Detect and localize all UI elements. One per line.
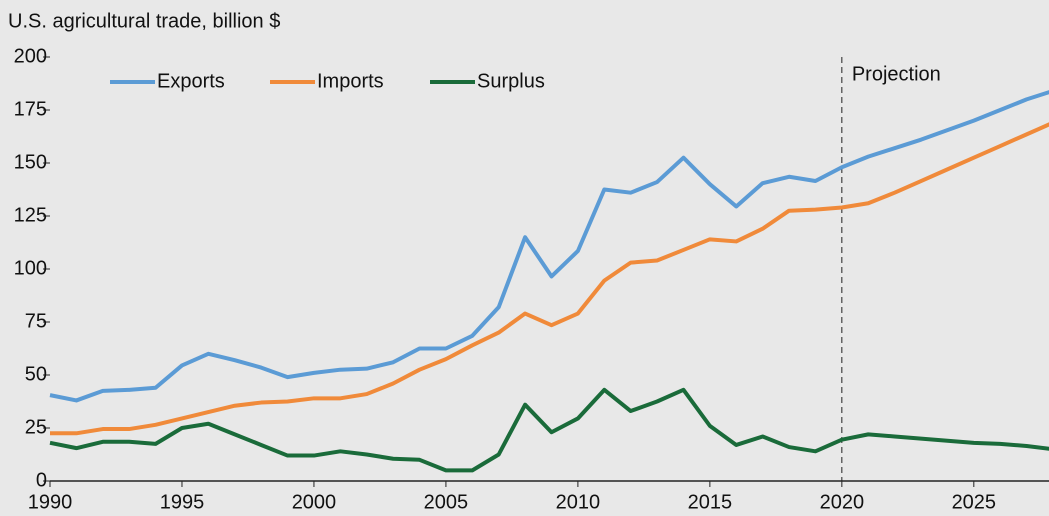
x-tick-label: 2025	[952, 491, 997, 513]
y-tick-label: 150	[14, 151, 47, 173]
y-tick-label: 50	[25, 363, 47, 385]
x-tick-label: 2020	[820, 491, 865, 513]
y-tick-label: 100	[14, 257, 47, 279]
legend-label: Imports	[317, 70, 384, 92]
series-line	[49, 90, 1049, 403]
x-tick-label: 2005	[424, 491, 469, 513]
x-tick-label: 2015	[688, 491, 733, 513]
x-tick-label: 2010	[556, 491, 601, 513]
y-tick-label: 125	[14, 204, 47, 226]
series-line	[49, 387, 1049, 473]
annotation: Projection	[852, 63, 941, 85]
y-axis-title: U.S. agricultural trade, billion $	[8, 10, 280, 32]
y-tick-label: 25	[25, 416, 47, 438]
y-tick-label: 175	[14, 98, 47, 120]
series-line	[50, 122, 1049, 436]
x-tick-label: 2000	[292, 491, 337, 513]
legend-label: Surplus	[477, 70, 545, 92]
x-tick-label: 1995	[160, 491, 205, 513]
legend-label: Exports	[157, 70, 225, 92]
y-tick-label: 75	[25, 310, 47, 332]
y-tick-label: 200	[14, 45, 47, 67]
y-tick-label: 0	[36, 469, 47, 491]
x-tick-label: 1990	[28, 491, 73, 513]
